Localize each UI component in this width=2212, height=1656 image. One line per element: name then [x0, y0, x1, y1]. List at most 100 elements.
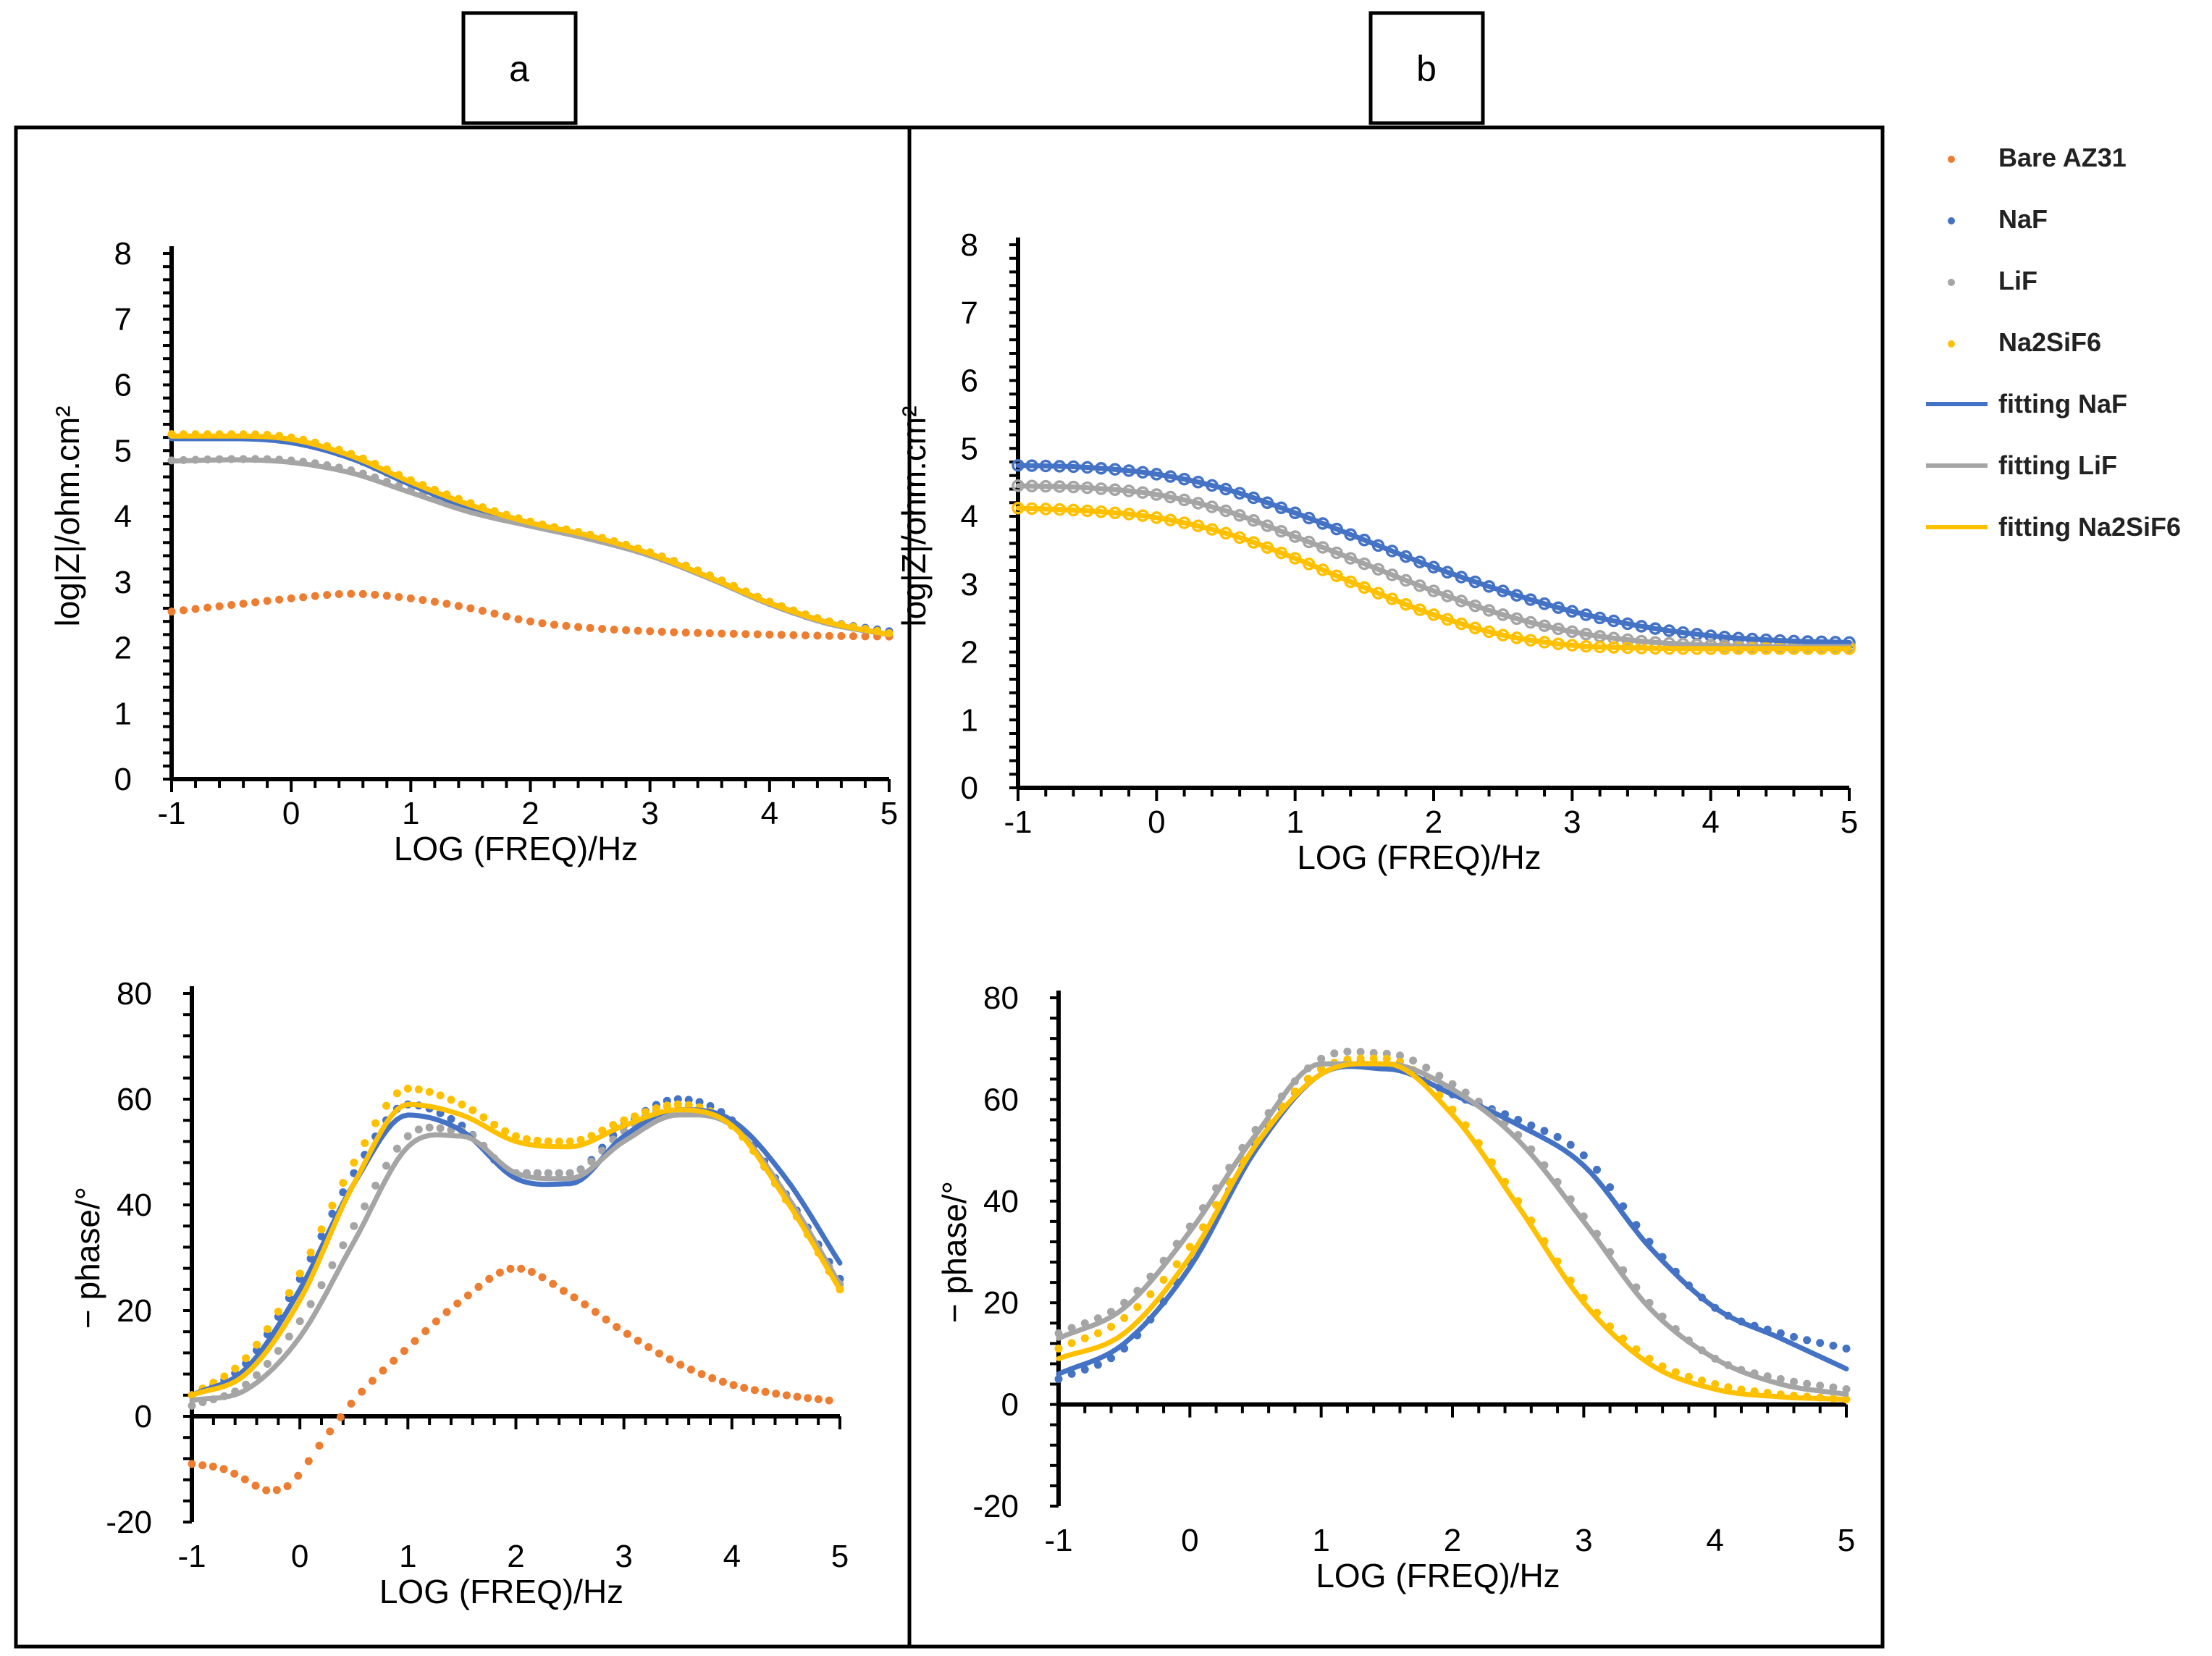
data-point: [718, 1377, 727, 1386]
x-tick-label: 2: [1444, 1523, 1461, 1558]
data-point: [753, 630, 762, 639]
data-point: [191, 605, 200, 613]
data-point: [1527, 1121, 1536, 1130]
data-point: [463, 1291, 472, 1300]
data-point: [502, 612, 510, 621]
data-point: [549, 1279, 558, 1288]
data-point: [1356, 1048, 1365, 1056]
data-point: [673, 1100, 682, 1109]
data-point: [1540, 1127, 1549, 1135]
data-point: [1698, 1377, 1706, 1385]
y-tick-label: 2: [961, 635, 978, 671]
panel-b-frame: [907, 125, 1885, 1649]
data-point: [825, 631, 833, 640]
data-point: [1829, 1341, 1838, 1350]
y-tick-label: 80: [983, 980, 1019, 1016]
data-point: [299, 593, 308, 602]
data-point: [550, 621, 558, 629]
y-tick-label: 40: [117, 1188, 152, 1223]
chart-a-impedance-modulus: -1 0 1 2 3 4 5 0 1 2 3 4 5 6 7 8 LOG (FREQ)/Hz log|Z|/ohm…: [49, 236, 898, 867]
y-tick-label: 0: [114, 762, 132, 797]
data-point: [825, 1396, 833, 1405]
data-point: [495, 1269, 504, 1277]
data-point: [425, 1123, 434, 1132]
y-tick-label: 0: [961, 770, 978, 806]
x-tick-label: 5: [1838, 1523, 1855, 1558]
data-point: [361, 1202, 369, 1211]
data-point: [782, 1391, 791, 1400]
data-point: [1080, 1365, 1089, 1374]
data-point: [336, 1413, 345, 1421]
data-point: [729, 629, 738, 638]
data-point: [371, 1119, 380, 1127]
legend-label: Bare AZ31: [1998, 143, 2127, 172]
data-point: [1093, 1361, 1102, 1369]
y-tick-label: 0: [135, 1399, 152, 1434]
data-point: [263, 1325, 272, 1333]
data-point: [220, 1372, 229, 1381]
data-point: [610, 626, 618, 634]
y-tick-label: 60: [117, 1082, 152, 1117]
data-point: [598, 625, 607, 633]
data-point: [283, 1482, 292, 1490]
legend-item: fitting NaF: [1926, 389, 2127, 419]
series-markers-bare-az31: [188, 1264, 833, 1495]
data-point: [613, 1323, 621, 1332]
data-point: [581, 1300, 589, 1308]
x-tick-label: 2: [521, 796, 539, 831]
data-point: [562, 621, 571, 630]
legend-label: fitting Na2SiF6: [1998, 512, 2181, 542]
data-point: [1330, 1049, 1339, 1058]
y-tick-label: 1: [961, 702, 978, 738]
data-point: [295, 1269, 304, 1278]
data-point: [251, 598, 260, 607]
data-point: [1120, 1314, 1129, 1322]
data-point: [242, 1354, 251, 1363]
y-axis-title: − phase/°: [935, 1181, 973, 1323]
x-tick-label: 5: [880, 796, 898, 831]
data-point: [670, 628, 678, 636]
legend: Bare AZ31 NaF LiF Na2SiF6 fitting NaF fitting…: [1926, 143, 2181, 542]
data-point: [1080, 1334, 1089, 1342]
data-point: [1107, 1322, 1115, 1331]
x-tick-label: 2: [507, 1539, 524, 1574]
data-point: [1185, 1243, 1194, 1251]
series-markers-na2sif6: [1012, 502, 1856, 655]
data-point: [361, 1139, 369, 1148]
data-point: [304, 1457, 313, 1466]
data-point: [209, 1462, 217, 1471]
data-point: [382, 1101, 390, 1110]
series-markers-na2sif6: [1054, 1054, 1851, 1404]
data-point: [240, 1475, 249, 1484]
data-point: [697, 1370, 706, 1379]
y-tick-label: 60: [983, 1082, 1019, 1117]
data-point: [379, 1366, 387, 1375]
series-markers-lif: [188, 1100, 844, 1410]
data-point: [657, 628, 666, 636]
y-tick-label: 5: [961, 431, 978, 466]
data-point: [622, 626, 631, 634]
data-point: [1146, 1290, 1155, 1298]
data-point: [315, 1442, 324, 1450]
legend-item: fitting Na2SiF6: [1926, 512, 2181, 542]
x-tick-label: 0: [282, 796, 300, 831]
data-point: [686, 1365, 695, 1374]
x-tick-label: 1: [399, 1539, 416, 1574]
data-point: [430, 597, 439, 606]
x-tick-label: 1: [402, 796, 419, 831]
y-tick-label: 6: [114, 368, 132, 403]
data-point: [419, 596, 427, 605]
data-point: [442, 600, 451, 608]
data-point: [479, 1113, 488, 1122]
data-point: [447, 1114, 455, 1123]
x-tick-label: 3: [1563, 804, 1581, 840]
data-point: [652, 1104, 660, 1113]
data-point: [392, 1089, 401, 1098]
data-point: [253, 1340, 261, 1349]
series-line-fitting-lif: [1015, 483, 1852, 650]
data-point: [665, 1355, 674, 1363]
y-tick-label: 1: [114, 696, 132, 731]
y-tick-label: 5: [114, 433, 132, 468]
data-point: [335, 590, 343, 598]
panel-label-b-text: b: [1416, 49, 1437, 89]
